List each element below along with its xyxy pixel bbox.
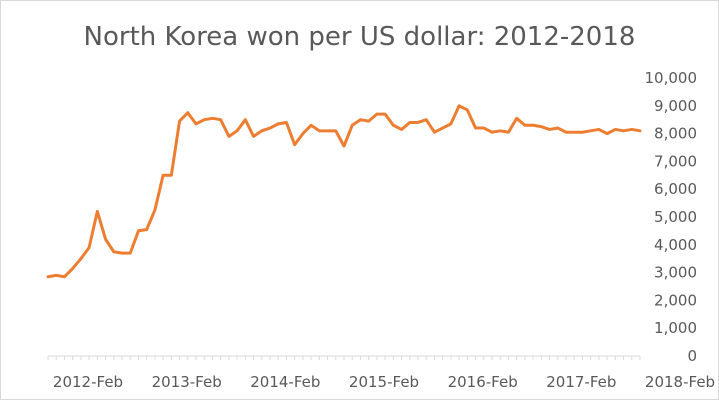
data-point — [482, 126, 485, 130]
y-tick-label: 7,000 — [654, 152, 697, 170]
data-point — [285, 121, 288, 124]
data-point — [392, 124, 395, 127]
data-point — [293, 143, 296, 146]
x-tick-label: 2016-Feb — [448, 373, 518, 391]
data-point — [260, 129, 263, 133]
y-tick-label: 9,000 — [654, 97, 697, 115]
data-point — [367, 119, 370, 123]
data-point — [79, 257, 83, 260]
data-point — [490, 131, 494, 134]
x-tick-label: 2017-Feb — [546, 373, 616, 391]
data-point — [326, 129, 329, 133]
data-point — [416, 121, 420, 124]
data-point — [120, 251, 124, 255]
x-tick-label: 2018-Feb — [645, 373, 715, 391]
data-point — [638, 129, 642, 133]
y-tick-label: 6,000 — [654, 180, 697, 198]
data-point — [425, 118, 428, 121]
data-point — [55, 274, 58, 277]
data-point — [145, 228, 148, 231]
data-point — [71, 267, 74, 270]
data-point — [161, 174, 165, 177]
y-tick-label: 10,000 — [645, 69, 698, 87]
data-point — [564, 131, 568, 134]
series-won-per-usd — [46, 104, 642, 279]
x-tick-label: 2012-Feb — [53, 373, 123, 391]
data-point — [268, 126, 272, 130]
data-point — [581, 131, 584, 134]
y-tick-label: 8,000 — [654, 125, 697, 143]
data-point — [548, 128, 551, 131]
y-tick-label: 3,000 — [654, 264, 697, 282]
data-point — [235, 129, 239, 133]
data-point — [342, 144, 346, 148]
data-point — [523, 124, 527, 127]
data-point — [589, 129, 592, 133]
data-point — [309, 124, 313, 127]
data-point — [219, 118, 222, 121]
x-tick-label: 2014-Feb — [250, 373, 320, 391]
data-point — [441, 126, 444, 130]
y-axis-tick-labels: 0 1,000 2,000 3,000 4,000 5,000 6,000 7,000 8,00… — [645, 69, 698, 365]
data-point — [178, 119, 181, 123]
data-point — [515, 117, 518, 120]
data-point — [137, 229, 140, 233]
data-point — [630, 128, 633, 131]
data-point — [614, 128, 617, 131]
data-point — [605, 132, 609, 135]
x-axis-minor-ticks — [47, 356, 641, 360]
y-tick-label: 2,000 — [654, 291, 697, 309]
data-point — [46, 275, 50, 278]
data-point — [573, 131, 576, 134]
data-point — [400, 128, 403, 131]
data-point — [277, 122, 280, 126]
data-point — [383, 112, 387, 116]
data-point — [433, 131, 436, 134]
data-point — [186, 111, 189, 114]
x-axis-tick-labels: 2012-Feb 2013-Feb 2014-Feb 2015-Feb 2016-Feb… — [53, 373, 715, 391]
data-point — [499, 129, 502, 133]
data-point — [153, 208, 157, 212]
data-point — [63, 275, 66, 278]
x-tick-label: 2013-Feb — [152, 373, 222, 391]
data-point — [194, 122, 198, 126]
data-point — [87, 246, 91, 249]
data-point — [531, 124, 535, 127]
data-point — [408, 121, 411, 124]
data-point — [301, 132, 305, 135]
data-point — [351, 124, 354, 127]
data-point — [540, 125, 543, 128]
data-point — [227, 135, 231, 138]
data-point — [507, 131, 510, 134]
data-point — [334, 129, 337, 133]
data-point — [457, 104, 461, 108]
data-point — [170, 174, 173, 177]
chart-title: North Korea won per US dollar: 2012-2018 — [83, 22, 636, 52]
y-tick-label: 0 — [687, 347, 697, 365]
y-tick-label: 4,000 — [654, 236, 697, 254]
data-point — [474, 126, 477, 130]
data-point — [244, 118, 247, 121]
data-point — [318, 129, 321, 133]
data-point — [466, 108, 469, 112]
data-point — [556, 126, 559, 130]
data-point — [96, 210, 99, 213]
data-point — [359, 118, 362, 121]
x-tick-label: 2015-Feb — [349, 373, 419, 391]
data-point — [104, 238, 107, 241]
data-point — [203, 118, 206, 121]
y-tick-label: 1,000 — [654, 319, 697, 337]
data-point — [252, 135, 255, 138]
y-tick-label: 5,000 — [654, 208, 697, 226]
data-point — [597, 128, 601, 131]
series-line — [46, 104, 642, 279]
data-point — [129, 251, 132, 255]
data-point — [211, 117, 214, 120]
data-point — [112, 250, 115, 253]
data-point — [449, 122, 453, 126]
data-point — [375, 112, 379, 116]
data-point — [622, 129, 625, 133]
